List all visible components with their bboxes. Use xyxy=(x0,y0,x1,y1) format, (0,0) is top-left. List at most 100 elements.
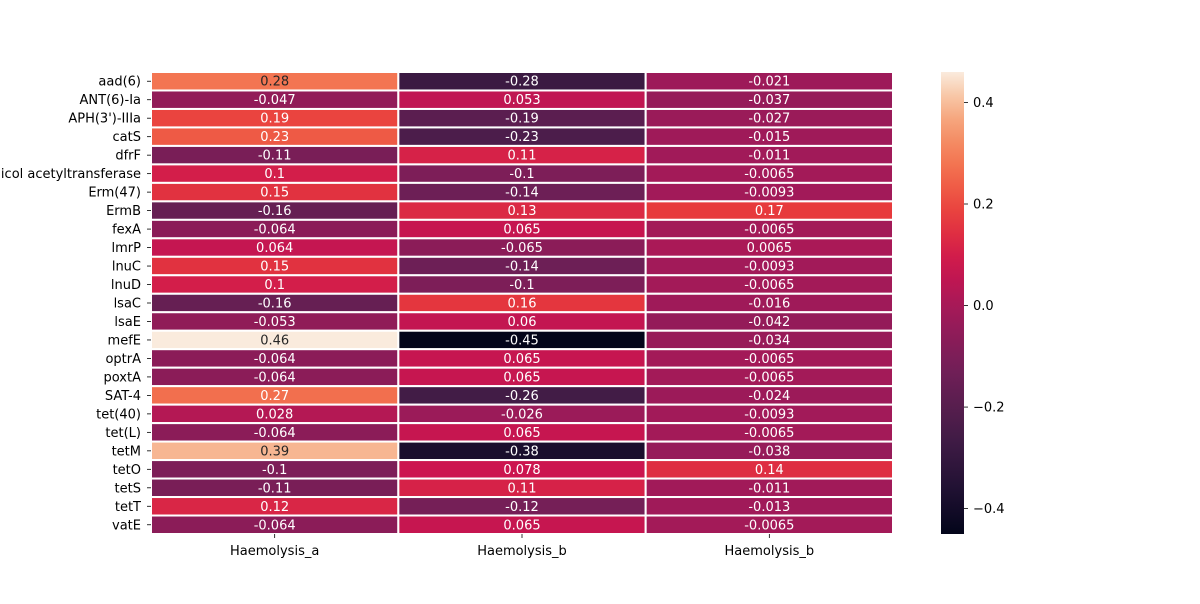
cell-value-label: -0.034 xyxy=(748,333,790,348)
cell-value-label: -0.026 xyxy=(501,407,543,422)
cell-value-label: -0.0065 xyxy=(744,426,794,441)
cell-value-label: -0.0093 xyxy=(744,260,794,275)
cell-value-label: 0.06 xyxy=(508,315,537,330)
cell-value-label: 0.1 xyxy=(264,167,285,182)
cell-value-label: -0.064 xyxy=(254,352,296,367)
row-label: poxtA xyxy=(104,370,142,385)
cell-value-label: -0.11 xyxy=(258,149,292,164)
row-label: Erm(47) xyxy=(88,186,141,201)
row-label: SAT-4 xyxy=(105,389,141,404)
cell-value-label: -0.11 xyxy=(258,481,292,496)
column-labels: Haemolysis_a Haemolysis_b Haemolysis_b xyxy=(230,534,814,559)
row-label: vatE xyxy=(112,518,141,533)
cell-value-label: 0.15 xyxy=(260,260,289,275)
colorbar: 0.4 0.2 0.0 −0.2 −0.4 xyxy=(941,72,1005,534)
cell-value-label: -0.064 xyxy=(254,370,296,385)
cell-value-label: 0.065 xyxy=(503,352,540,367)
cell-value-label: -0.26 xyxy=(505,389,539,404)
cell-value-label: -0.042 xyxy=(748,315,790,330)
cell-value-label: 0.053 xyxy=(503,93,540,108)
column-label: Haemolysis_a xyxy=(230,544,319,559)
cell-value-label: -0.0065 xyxy=(744,167,794,182)
row-label: tet(L) xyxy=(105,426,141,441)
cell-value-label: 0.23 xyxy=(260,130,289,145)
cell-value-label: -0.024 xyxy=(748,389,790,404)
row-labels: aad(6) ANT(6)-Ia APH(3')-IIIa catS dfrF chlor… xyxy=(0,75,151,533)
cell-value-label: -0.064 xyxy=(254,426,296,441)
row-label: tetM xyxy=(112,444,141,459)
cell-value-label: -0.0065 xyxy=(744,370,794,385)
row-label: optrA xyxy=(105,352,141,367)
cell-value-label: 0.1 xyxy=(264,278,285,293)
colorbar-tick-label: 0.2 xyxy=(973,198,994,213)
cell-value-label: -0.14 xyxy=(505,260,539,275)
row-label: chloramphenicol acetyltransferase xyxy=(0,167,141,182)
heatmap-cells: 0.28 -0.28 -0.021 -0.047 0.053 -0.037 0.19 -0.1… xyxy=(150,71,895,536)
cell-value-label: -0.064 xyxy=(254,223,296,238)
cell-value-label: -0.064 xyxy=(254,518,296,533)
cell-value-label: -0.1 xyxy=(509,278,534,293)
column-label: Haemolysis_b xyxy=(725,544,815,559)
cell-value-label: -0.0065 xyxy=(744,223,794,238)
colorbar-tick-label: −0.4 xyxy=(973,502,1005,517)
row-label: dfrF xyxy=(115,149,141,164)
cell-value-label: -0.0065 xyxy=(744,518,794,533)
cell-value-label: 0.065 xyxy=(503,370,540,385)
cell-value-label: -0.0065 xyxy=(744,278,794,293)
row-label: tetS xyxy=(115,481,141,496)
row-label: lnuC xyxy=(112,260,141,275)
cell-value-label: 0.17 xyxy=(755,204,784,219)
column-label: Haemolysis_b xyxy=(477,544,567,559)
cell-value-label: -0.011 xyxy=(748,149,790,164)
row-label: catS xyxy=(113,130,141,145)
cell-value-label: 0.12 xyxy=(260,500,289,515)
cell-value-label: 0.078 xyxy=(503,463,540,478)
cell-value-label: -0.19 xyxy=(505,112,539,127)
row-label: lsaE xyxy=(114,315,141,330)
cell-value-label: 0.0065 xyxy=(747,241,793,256)
cell-value-label: -0.011 xyxy=(748,481,790,496)
cell-value-label: -0.12 xyxy=(505,500,539,515)
row-label: lsaC xyxy=(114,297,141,312)
cell-value-label: -0.1 xyxy=(509,167,534,182)
cell-value-label: 0.46 xyxy=(260,333,289,348)
cell-value-label: -0.038 xyxy=(748,444,790,459)
colorbar-tick-label: 0.0 xyxy=(973,299,994,314)
row-label: ErmB xyxy=(106,204,141,219)
cell-value-label: -0.28 xyxy=(505,75,539,90)
cell-value-label: 0.065 xyxy=(503,426,540,441)
cell-value-label: -0.015 xyxy=(748,130,790,145)
cell-value-label: 0.065 xyxy=(503,518,540,533)
row-label: ANT(6)-Ia xyxy=(80,93,141,108)
colorbar-gradient xyxy=(941,72,964,534)
cell-value-label: 0.27 xyxy=(260,389,289,404)
row-label: mefE xyxy=(108,333,141,348)
row-label: tet(40) xyxy=(96,407,141,422)
cell-value-label: -0.0065 xyxy=(744,352,794,367)
cell-value-label: -0.065 xyxy=(501,241,543,256)
cell-value-label: 0.13 xyxy=(508,204,537,219)
cell-value-label: -0.027 xyxy=(748,112,790,127)
cell-value-label: -0.1 xyxy=(262,463,287,478)
cell-value-label: 0.19 xyxy=(260,112,289,127)
cell-value-label: -0.16 xyxy=(258,297,292,312)
cell-value-label: -0.16 xyxy=(258,204,292,219)
row-label: lnuD xyxy=(111,278,141,293)
colorbar-tick-label: 0.4 xyxy=(973,96,994,111)
cell-value-label: 0.15 xyxy=(260,186,289,201)
row-label: APH(3')-IIIa xyxy=(68,112,141,127)
cell-value-label: -0.38 xyxy=(505,444,539,459)
cell-value-label: 0.065 xyxy=(503,223,540,238)
row-label: fexA xyxy=(112,223,141,238)
cell-value-label: 0.028 xyxy=(256,407,293,422)
row-label: tetT xyxy=(115,500,141,515)
cell-value-label: -0.23 xyxy=(505,130,539,145)
cell-value-label: 0.11 xyxy=(508,481,537,496)
row-label: tetO xyxy=(113,463,141,478)
cell-value-label: -0.016 xyxy=(748,297,790,312)
cell-value-label: 0.39 xyxy=(260,444,289,459)
cell-value-label: 0.14 xyxy=(755,463,784,478)
row-label: aad(6) xyxy=(98,75,141,90)
